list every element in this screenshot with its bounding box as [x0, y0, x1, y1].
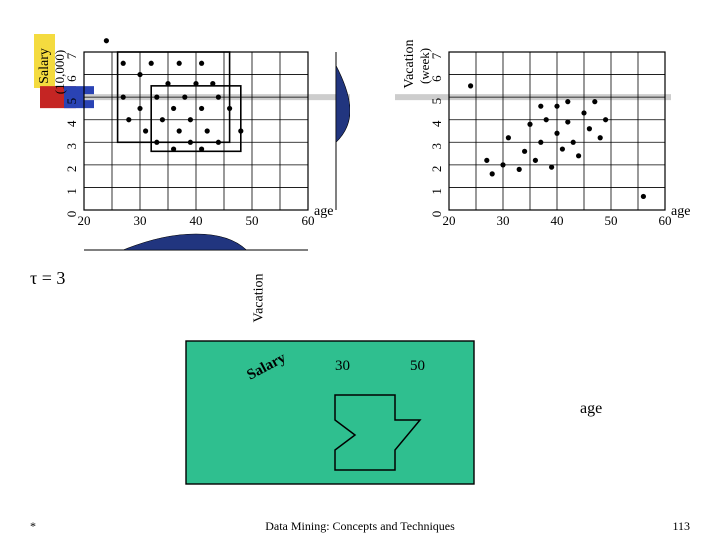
svg-text:(10,000): (10,000): [52, 50, 67, 94]
svg-text:40: 40: [190, 213, 203, 228]
svg-text:2: 2: [429, 166, 444, 173]
svg-text:age: age: [671, 204, 690, 219]
svg-text:age: age: [314, 204, 333, 219]
tau-label: τ = 3: [30, 268, 65, 289]
svg-text:3: 3: [429, 143, 444, 150]
green-age-label: age: [580, 400, 602, 418]
vacation-vertical-label: Vacation: [251, 274, 267, 323]
svg-text:Vacation: Vacation: [402, 40, 417, 89]
chart-right: 203040506001234567ageVacation(week): [395, 20, 695, 240]
footer-right: 113: [672, 519, 690, 534]
svg-text:20: 20: [78, 213, 91, 228]
svg-text:1: 1: [429, 188, 444, 195]
svg-text:Salary: Salary: [37, 48, 52, 84]
svg-text:60: 60: [659, 213, 672, 228]
svg-text:4: 4: [429, 120, 444, 127]
svg-text:30: 30: [497, 213, 510, 228]
svg-text:1: 1: [64, 188, 79, 195]
chart-left: 203040506001234567ageSalary(10,000): [20, 20, 350, 280]
svg-text:5: 5: [429, 98, 444, 105]
footer-center: Data Mining: Concepts and Techniques: [0, 519, 720, 534]
svg-text:0: 0: [64, 211, 79, 218]
svg-text:2: 2: [64, 166, 79, 173]
svg-text:50: 50: [605, 213, 618, 228]
svg-text:5: 5: [64, 98, 79, 105]
svg-text:30: 30: [134, 213, 147, 228]
svg-text:40: 40: [551, 213, 564, 228]
svg-text:4: 4: [64, 120, 79, 127]
svg-text:20: 20: [443, 213, 456, 228]
svg-text:3: 3: [64, 143, 79, 150]
svg-text:30: 30: [335, 358, 350, 374]
svg-text:50: 50: [246, 213, 259, 228]
svg-text:(week): (week): [417, 48, 432, 84]
svg-text:60: 60: [302, 213, 315, 228]
svg-text:0: 0: [429, 211, 444, 218]
svg-text:50: 50: [410, 358, 425, 374]
green-panel: Salary3050: [185, 340, 475, 485]
